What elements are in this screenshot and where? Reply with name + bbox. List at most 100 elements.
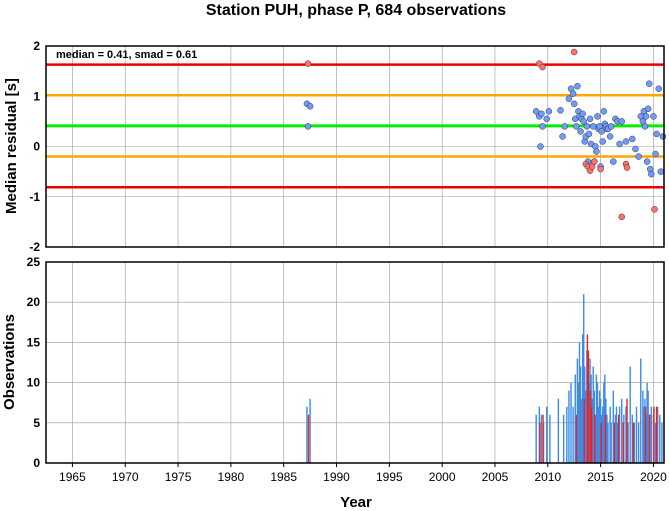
observation-bar bbox=[597, 406, 600, 463]
y-tick-label: 0 bbox=[33, 456, 40, 470]
reference-lines bbox=[46, 63, 664, 189]
observation-bar bbox=[583, 398, 585, 463]
observation-bar bbox=[592, 366, 594, 463]
residual-point bbox=[657, 168, 665, 175]
observation-bar bbox=[598, 390, 601, 463]
observation-bar bbox=[635, 406, 638, 463]
observation-bar bbox=[621, 398, 623, 463]
residual-point bbox=[559, 133, 566, 140]
residual-point bbox=[304, 60, 312, 67]
residual-point bbox=[570, 100, 578, 108]
observation-bar bbox=[622, 422, 625, 463]
residual-point bbox=[574, 82, 581, 90]
bottom-y-tick-labels: 0 5 10 15 20 25 bbox=[27, 255, 41, 470]
residual-point bbox=[569, 90, 577, 97]
observation-bar bbox=[542, 414, 544, 463]
residual-point bbox=[632, 145, 639, 153]
y-tick-label: 20 bbox=[27, 295, 41, 309]
residual-point bbox=[593, 148, 600, 155]
residual-point bbox=[539, 63, 546, 71]
residual-point bbox=[599, 138, 606, 145]
residual-point bbox=[538, 110, 545, 118]
observation-bar bbox=[549, 414, 551, 463]
observation-bar bbox=[632, 422, 635, 463]
residual-point bbox=[653, 130, 660, 138]
observation-bar bbox=[655, 406, 658, 463]
residual-point bbox=[635, 153, 642, 160]
observation-bar bbox=[540, 414, 543, 463]
y-tick-label: 5 bbox=[33, 416, 40, 430]
residual-point bbox=[594, 113, 601, 120]
observation-bar bbox=[659, 414, 661, 463]
chart-title: Station PUH, phase P, 684 observations bbox=[206, 2, 506, 19]
residual-point bbox=[306, 103, 314, 110]
residual-point bbox=[543, 115, 550, 123]
x-tick-label: 1970 bbox=[112, 470, 139, 484]
observation-bar bbox=[568, 390, 570, 463]
residual-point bbox=[570, 48, 578, 56]
x-tick-label: 1980 bbox=[218, 470, 245, 484]
observation-bar bbox=[640, 358, 642, 463]
observation-bar bbox=[618, 406, 621, 463]
residual-point bbox=[539, 123, 546, 130]
residual-point bbox=[557, 107, 564, 114]
observation-bar bbox=[631, 414, 634, 463]
residual-point bbox=[650, 113, 657, 120]
residual-point bbox=[623, 164, 631, 171]
observation-bar bbox=[309, 398, 311, 463]
observation-bar bbox=[581, 334, 584, 463]
y-tick-label: -1 bbox=[29, 190, 40, 204]
observation-bar bbox=[590, 406, 593, 463]
residual-point bbox=[642, 113, 650, 120]
observation-bar bbox=[629, 366, 631, 463]
observation-bar bbox=[613, 422, 616, 463]
top-y-tick-labels: -2 -1 0 1 2 bbox=[29, 39, 40, 254]
residual-point bbox=[577, 128, 584, 135]
observation-bar bbox=[574, 374, 576, 463]
residual-point bbox=[659, 133, 667, 140]
observation-bar bbox=[566, 406, 568, 463]
observation-bar bbox=[610, 422, 612, 463]
observation-bar bbox=[578, 342, 581, 463]
y-tick-label: -2 bbox=[29, 240, 40, 254]
observation-bar bbox=[661, 422, 663, 463]
residual-point bbox=[644, 105, 652, 113]
residual-point bbox=[600, 108, 608, 115]
observation-bar bbox=[626, 398, 628, 463]
residual-point bbox=[652, 150, 659, 158]
observation-bar bbox=[642, 390, 644, 463]
observation-bar bbox=[647, 390, 649, 463]
residual-point bbox=[655, 85, 662, 92]
observation-bar bbox=[306, 406, 308, 463]
observation-bar bbox=[625, 406, 627, 463]
residual-point bbox=[645, 80, 653, 87]
observation-bar bbox=[627, 422, 629, 463]
observation-bar bbox=[594, 414, 596, 463]
x-tick-labels: 1965 1970 1975 1980 1985 1990 1995 2000 2005 2010… bbox=[59, 463, 667, 484]
observation-bar bbox=[609, 406, 611, 463]
x-tick-label: 1990 bbox=[323, 470, 350, 484]
x-tick-label: 2010 bbox=[534, 470, 561, 484]
y-tick-label: 1 bbox=[33, 89, 40, 103]
observation-bar bbox=[643, 406, 645, 463]
observation-bar bbox=[602, 406, 604, 463]
x-tick-label: 1985 bbox=[270, 470, 297, 484]
observation-bar bbox=[587, 350, 590, 463]
observation-bar bbox=[617, 414, 620, 463]
observation-bar bbox=[557, 398, 560, 463]
median-smad-annotation: median = 0.41, smad = 0.61 bbox=[56, 49, 197, 61]
observation-bar bbox=[646, 382, 648, 463]
observation-bar bbox=[656, 406, 659, 463]
observation-bar bbox=[649, 414, 651, 463]
residual-point bbox=[304, 123, 312, 130]
observation-bar bbox=[653, 406, 655, 463]
observation-bar bbox=[583, 294, 585, 463]
observation-bar bbox=[600, 422, 602, 463]
observation-bar bbox=[562, 414, 565, 463]
top-panel-grid bbox=[46, 45, 664, 248]
residual-point bbox=[583, 123, 591, 130]
observation-bar bbox=[307, 414, 310, 463]
observation-bar bbox=[614, 414, 617, 463]
observation-bar bbox=[650, 406, 653, 463]
